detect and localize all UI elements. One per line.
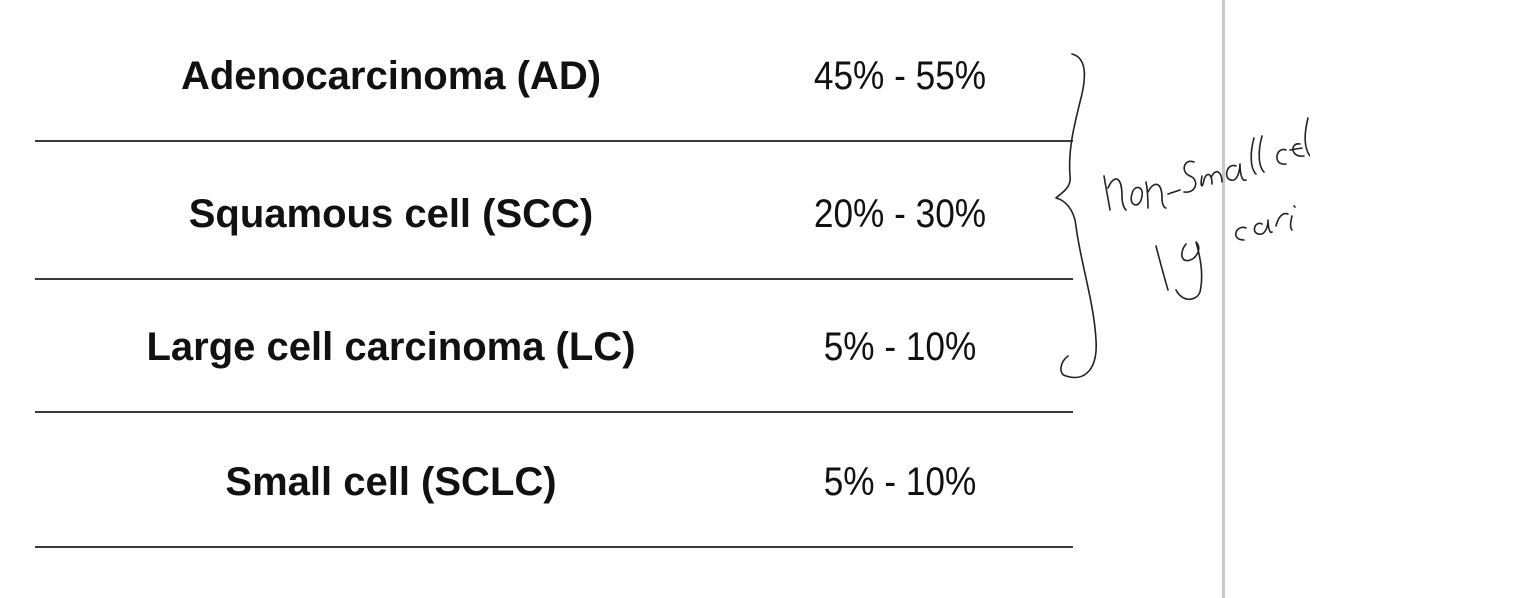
- cancer-type-label: Large cell carcinoma (LC): [146, 325, 636, 369]
- page-margin-line: [1222, 0, 1225, 598]
- row-divider: [35, 411, 1073, 413]
- percentage-value: 45% - 55%: [813, 54, 987, 98]
- percentage-value: 20% - 30%: [813, 192, 987, 236]
- table-row: Squamous cell (SCC) 20% - 30%: [35, 194, 1073, 234]
- row-divider: [35, 546, 1073, 548]
- cancer-type-label: Adenocarcinoma (AD): [180, 54, 602, 98]
- table-row: Adenocarcinoma (AD) 45% - 55%: [35, 56, 1073, 96]
- row-divider: [35, 140, 1073, 142]
- row-divider: [35, 278, 1073, 280]
- handwritten-note-drawing: [1055, 53, 1310, 379]
- percentage-value: 5% - 10%: [823, 325, 977, 369]
- handwritten-annotation: [1050, 40, 1310, 390]
- percentage-value: 5% - 10%: [823, 460, 977, 504]
- cancer-type-label: Squamous cell (SCC): [188, 192, 594, 236]
- cancer-type-label: Small cell (SCLC): [225, 460, 557, 504]
- table-row: Small cell (SCLC) 5% - 10%: [35, 462, 1073, 502]
- table-row: Large cell carcinoma (LC) 5% - 10%: [35, 327, 1073, 367]
